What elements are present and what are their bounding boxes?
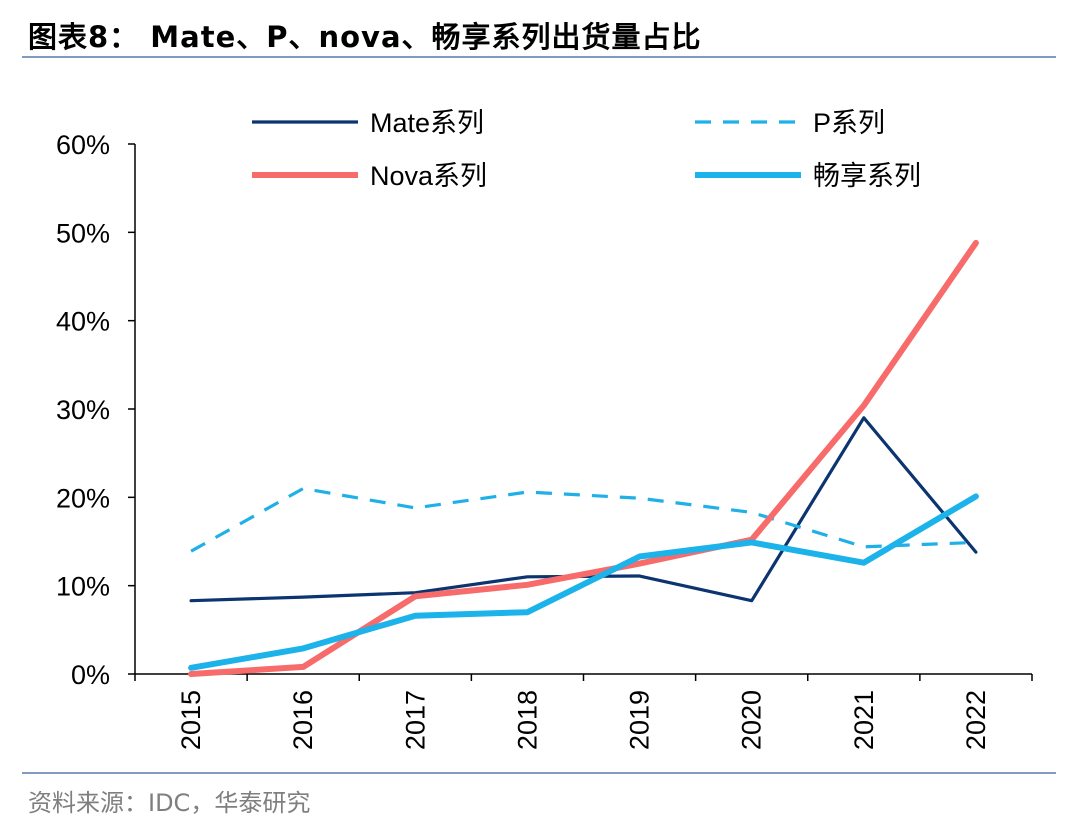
y-tick-label: 20% — [56, 483, 110, 513]
y-tick-label: 10% — [56, 572, 110, 602]
title-rule — [22, 56, 1056, 58]
y-tick-label: 50% — [56, 218, 110, 248]
x-tick-label: 2018 — [512, 690, 542, 750]
series-line — [188, 493, 979, 671]
series-line — [188, 239, 979, 677]
x-tick-label: 2020 — [737, 690, 767, 750]
legend-label: P系列 — [813, 108, 885, 138]
y-tick-label: 60% — [56, 130, 110, 160]
source-note: 资料来源：IDC，华泰研究 — [28, 789, 311, 817]
axes: 0% 10% 20% 30% 40% 50% 60% 2015 2016 2017 2018 2019… — [56, 130, 1033, 750]
x-tick-label: 2017 — [400, 690, 430, 750]
legend-label: 畅享系列 — [813, 161, 921, 191]
x-tick-label: 2021 — [849, 690, 879, 750]
y-tick-label: 0% — [71, 660, 110, 690]
legend-label: Nova系列 — [370, 161, 487, 191]
series-layer — [188, 239, 979, 677]
legend: Mate系列 P系列 Nova系列 畅享系列 — [252, 108, 921, 191]
x-tick-label: 2015 — [176, 690, 206, 750]
x-tick-label: 2019 — [625, 690, 655, 750]
source-rule — [22, 772, 1056, 774]
x-tick-label: 2022 — [961, 690, 991, 750]
x-tick-label: 2016 — [288, 690, 318, 750]
y-tick-label: 40% — [56, 307, 110, 337]
series-line — [190, 486, 976, 553]
figure-title: 图表8： Mate、P、nova、畅享系列出货量占比 — [28, 20, 702, 54]
legend-label: Mate系列 — [370, 108, 484, 138]
y-tick-label: 30% — [56, 395, 110, 425]
